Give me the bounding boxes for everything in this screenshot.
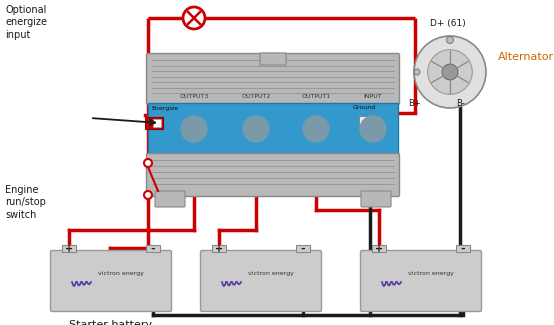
Circle shape (360, 116, 386, 142)
Bar (296, 245, 310, 252)
Circle shape (447, 36, 454, 44)
FancyBboxPatch shape (155, 191, 185, 207)
Text: -: - (151, 243, 155, 254)
Text: INPUT: INPUT (363, 94, 382, 99)
Text: Optional
energize
input: Optional energize input (5, 5, 47, 40)
Bar (148, 103, 398, 155)
Circle shape (250, 123, 262, 135)
Bar (153, 119, 161, 127)
Circle shape (310, 123, 322, 135)
Text: Engine
run/stop
switch: Engine run/stop switch (5, 185, 46, 220)
Text: Energize: Energize (151, 106, 178, 111)
Circle shape (181, 116, 207, 142)
Circle shape (363, 119, 383, 139)
Text: B-: B- (456, 99, 465, 108)
Circle shape (243, 116, 269, 142)
Circle shape (184, 119, 204, 139)
Circle shape (414, 69, 420, 75)
Circle shape (442, 64, 458, 80)
Circle shape (183, 7, 205, 29)
Bar (62, 245, 76, 252)
Circle shape (188, 123, 200, 135)
Circle shape (246, 119, 266, 139)
Circle shape (313, 126, 319, 132)
Text: victron energy: victron energy (408, 271, 454, 277)
Text: Alternator: Alternator (498, 52, 554, 62)
Text: OUTPUT3: OUTPUT3 (179, 94, 209, 99)
Bar (372, 245, 386, 252)
Bar (145, 117, 163, 129)
Circle shape (367, 123, 379, 135)
Bar (146, 245, 160, 252)
Bar (212, 245, 226, 252)
Text: OUTPUT1: OUTPUT1 (301, 94, 331, 99)
Text: victron energy: victron energy (248, 271, 294, 277)
Text: Starter battery: Starter battery (69, 320, 152, 325)
FancyBboxPatch shape (201, 251, 321, 311)
Text: -: - (301, 243, 305, 254)
Text: Ground: Ground (353, 105, 376, 110)
Text: victron energy: victron energy (98, 271, 144, 277)
Text: +: + (375, 243, 383, 254)
FancyBboxPatch shape (260, 53, 286, 65)
FancyBboxPatch shape (361, 251, 481, 311)
FancyBboxPatch shape (361, 191, 391, 207)
Circle shape (144, 191, 152, 199)
Text: +: + (215, 243, 223, 254)
Bar (359, 116, 379, 129)
Text: -: - (461, 243, 465, 254)
Circle shape (303, 116, 329, 142)
Text: +: + (65, 243, 73, 254)
Text: B+: B+ (408, 99, 420, 108)
Circle shape (144, 159, 152, 167)
Circle shape (191, 126, 197, 132)
FancyBboxPatch shape (146, 54, 399, 105)
Bar (456, 245, 470, 252)
FancyBboxPatch shape (146, 153, 399, 197)
Circle shape (428, 50, 473, 94)
Circle shape (370, 126, 376, 132)
Text: D+ (61): D+ (61) (430, 19, 466, 28)
FancyBboxPatch shape (50, 251, 172, 311)
Text: OUTPUT2: OUTPUT2 (242, 94, 271, 99)
Circle shape (414, 36, 486, 108)
Circle shape (253, 126, 259, 132)
Circle shape (306, 119, 326, 139)
